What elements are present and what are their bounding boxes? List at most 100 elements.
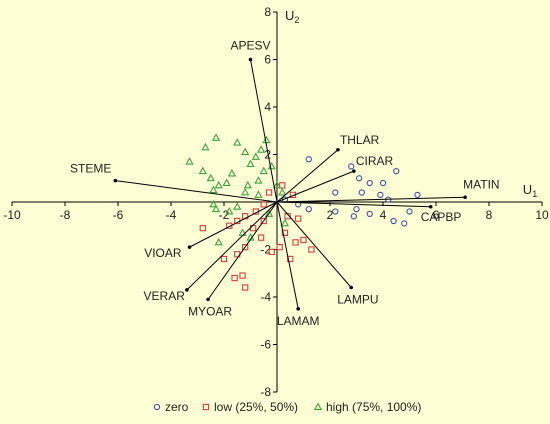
x-axis-subscript: 1 [532, 189, 537, 199]
y-tick-label: -8 [260, 385, 271, 399]
x-axis-title: U1 [523, 182, 537, 199]
x-tick-label: 8 [486, 208, 493, 222]
point-low [220, 255, 228, 263]
vector-cirar [276, 170, 355, 203]
y-axis-subscript: 2 [294, 15, 299, 25]
x-tick-label: -8 [60, 208, 71, 222]
point-low [308, 246, 315, 253]
vector-vioar [189, 201, 278, 248]
vector-matin [276, 196, 466, 203]
point-zero [390, 217, 397, 225]
x-tick-label: 6 [433, 208, 440, 222]
y-tick-label: 8 [264, 5, 271, 19]
vector-label-vioar: VIOAR [144, 246, 182, 260]
vector-label-matin: MATIN [463, 177, 499, 191]
vectors: APESV STEME THLAR CIRAR MATIN CAPBP LAMPU LAMAM… [70, 39, 500, 328]
point-high [185, 157, 194, 165]
point-high [225, 206, 234, 215]
point-high [264, 209, 274, 217]
vector-tip-verar [185, 288, 189, 292]
point-high [211, 204, 221, 213]
point-zero [355, 175, 363, 182]
vector-tip-myoar [206, 297, 210, 302]
vector-label-myoar: MYOAR [188, 304, 232, 318]
point-zero [401, 220, 408, 227]
y-tick-label: 6 [264, 53, 271, 67]
point-low [295, 215, 302, 222]
vector-tip-cirar [352, 169, 356, 173]
y-tick-label: -4 [260, 290, 271, 304]
x-tick-label: -6 [113, 208, 124, 222]
x-tick-label: 2 [327, 208, 334, 222]
point-low [242, 284, 249, 291]
point-low [276, 243, 283, 251]
y-tick-label: -2 [260, 243, 271, 257]
vector-lamam [276, 201, 299, 309]
y-tick-label: 4 [264, 100, 271, 114]
y-axis-title: U2 [285, 8, 299, 25]
legend-marker-high [313, 402, 323, 410]
point-high [243, 180, 252, 189]
legend-label-zero: zero [165, 400, 189, 414]
point-low [300, 236, 307, 244]
legend-label-low: low (25%, 50%) [214, 400, 298, 414]
point-low [287, 255, 294, 263]
point-low [268, 248, 275, 256]
point-zero [332, 189, 339, 196]
point-zero [393, 167, 400, 175]
point-zero [305, 156, 312, 163]
vector-tip-lampu [349, 285, 354, 290]
series-high [185, 133, 290, 246]
vector-lampu [276, 201, 352, 288]
point-low [257, 234, 265, 241]
vector-verar [186, 201, 278, 291]
vector-label-lamam: LAMAM [277, 314, 320, 328]
vector-tip-capbp [428, 204, 433, 209]
point-high [209, 199, 218, 208]
point-high [206, 173, 215, 182]
point-low [239, 272, 246, 279]
vector-label-apesv: APESV [230, 39, 270, 53]
vector-tip-steme [113, 178, 118, 183]
point-high [262, 135, 271, 144]
point-zero [305, 205, 312, 213]
vector-tip-lamam [296, 307, 301, 311]
legend: zero low (25%, 50%) high (75%, 100%) [153, 400, 421, 414]
point-zero [377, 191, 384, 199]
point-high [259, 166, 268, 175]
vector-label-cirar: CIRAR [356, 154, 394, 168]
legend-marker-low [202, 403, 210, 411]
x-tick-label: 10 [535, 208, 549, 222]
point-low [265, 189, 273, 196]
legend-label-high: high (75%, 100%) [326, 400, 421, 414]
vector-tip-vioar [187, 245, 192, 249]
point-high [251, 152, 260, 160]
point-zero [350, 213, 357, 220]
vector-tip-apesv [248, 57, 253, 62]
point-low [242, 243, 249, 251]
point-high [254, 176, 263, 184]
vector-label-verar: VERAR [144, 289, 186, 303]
point-high [233, 138, 242, 146]
point-zero [332, 208, 339, 215]
point-high [222, 178, 231, 186]
point-high [278, 187, 287, 196]
point-high [201, 142, 210, 151]
point-zero [348, 163, 355, 170]
vector-tip-thlar [336, 147, 340, 152]
vector-label-capbp: CAPBP [421, 210, 462, 224]
point-high [280, 218, 290, 227]
point-high [256, 145, 266, 153]
point-high [227, 168, 237, 177]
vector-thlar [276, 149, 339, 203]
point-high [233, 202, 242, 210]
point-high [238, 228, 247, 236]
point-zero [358, 189, 365, 196]
point-high [241, 147, 250, 156]
point-high [241, 187, 250, 196]
point-high [211, 133, 221, 141]
point-low [231, 274, 238, 282]
x-tick-label: -4 [166, 208, 177, 222]
vector-tip-matin [463, 195, 467, 200]
